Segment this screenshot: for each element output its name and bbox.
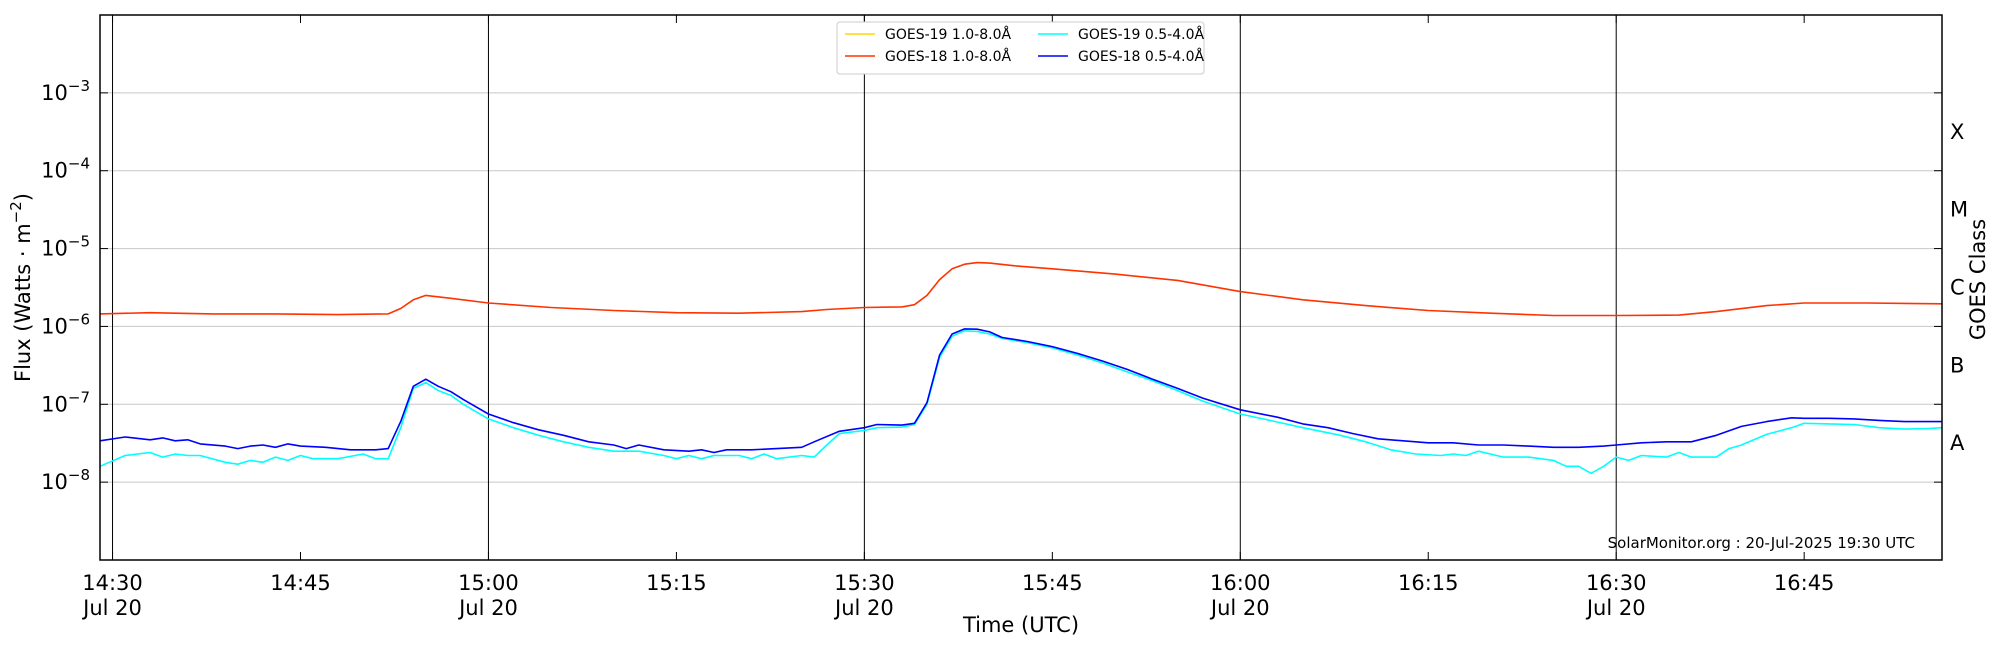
legend-label: GOES-19 0.5-4.0Å bbox=[1078, 26, 1204, 43]
x-tick-label: 16:30 bbox=[1586, 571, 1647, 595]
goes-class-label: M bbox=[1950, 198, 1968, 222]
series-line-3 bbox=[99, 328, 1942, 454]
legend-box bbox=[836, 21, 1205, 75]
y-tick-label: 10−8 bbox=[41, 466, 90, 494]
series-line-1 bbox=[99, 330, 1943, 475]
x-tick-date-label: Jul 20 bbox=[457, 596, 518, 620]
plot-frame bbox=[99, 14, 1943, 561]
x-tick-label: 15:00 bbox=[458, 571, 519, 595]
x-tick-label: 16:15 bbox=[1398, 571, 1459, 595]
credit-text: SolarMonitor.org : 20-Jul-2025 19:30 UTC bbox=[1608, 534, 1915, 552]
x-tick-label: 15:15 bbox=[646, 571, 707, 595]
y-tick-label: 10−5 bbox=[41, 233, 90, 261]
grid-layer bbox=[100, 15, 1942, 560]
x-tick-label: 16:45 bbox=[1774, 571, 1835, 595]
goes-class-axis-title: GOES Class bbox=[1966, 219, 1990, 340]
series-line-2 bbox=[99, 261, 1943, 317]
y-tick-label: 10−4 bbox=[41, 155, 90, 183]
legend-label: GOES-18 1.0-8.0Å bbox=[885, 48, 1011, 65]
x-tick-label: 16:00 bbox=[1210, 571, 1271, 595]
x-tick-date-label: Jul 20 bbox=[833, 596, 894, 620]
y-tick-label: 10−7 bbox=[41, 388, 90, 416]
y-axis-title: Flux (Watts · m−2) bbox=[7, 193, 35, 382]
goes-class-label: B bbox=[1950, 353, 1964, 377]
x-tick-label: 14:30 bbox=[82, 571, 143, 595]
legend-label: GOES-18 0.5-4.0Å bbox=[1078, 48, 1204, 65]
x-tick-label: 15:30 bbox=[834, 571, 895, 595]
x-tick-label: 15:45 bbox=[1022, 571, 1083, 595]
legend-label: GOES-19 1.0-8.0Å bbox=[885, 26, 1011, 43]
goes-class-label: A bbox=[1950, 431, 1965, 455]
x-tick-label: 14:45 bbox=[270, 571, 331, 595]
x-tick-date-label: Jul 20 bbox=[1209, 596, 1270, 620]
y-tick-label: 10−3 bbox=[41, 77, 90, 105]
series-layer bbox=[99, 261, 1943, 475]
x-tick-date-label: Jul 20 bbox=[81, 596, 142, 620]
legend: GOES-19 1.0-8.0Å GOES-18 1.0-8.0Å GOES-19 … bbox=[836, 21, 1205, 75]
goes-class-label: C bbox=[1950, 276, 1965, 300]
goes-class-label: X bbox=[1950, 120, 1964, 144]
x-tick-date-label: Jul 20 bbox=[1585, 596, 1646, 620]
x-axis-title: Time (UTC) bbox=[962, 613, 1079, 637]
y-tick-label: 10−6 bbox=[41, 310, 90, 338]
